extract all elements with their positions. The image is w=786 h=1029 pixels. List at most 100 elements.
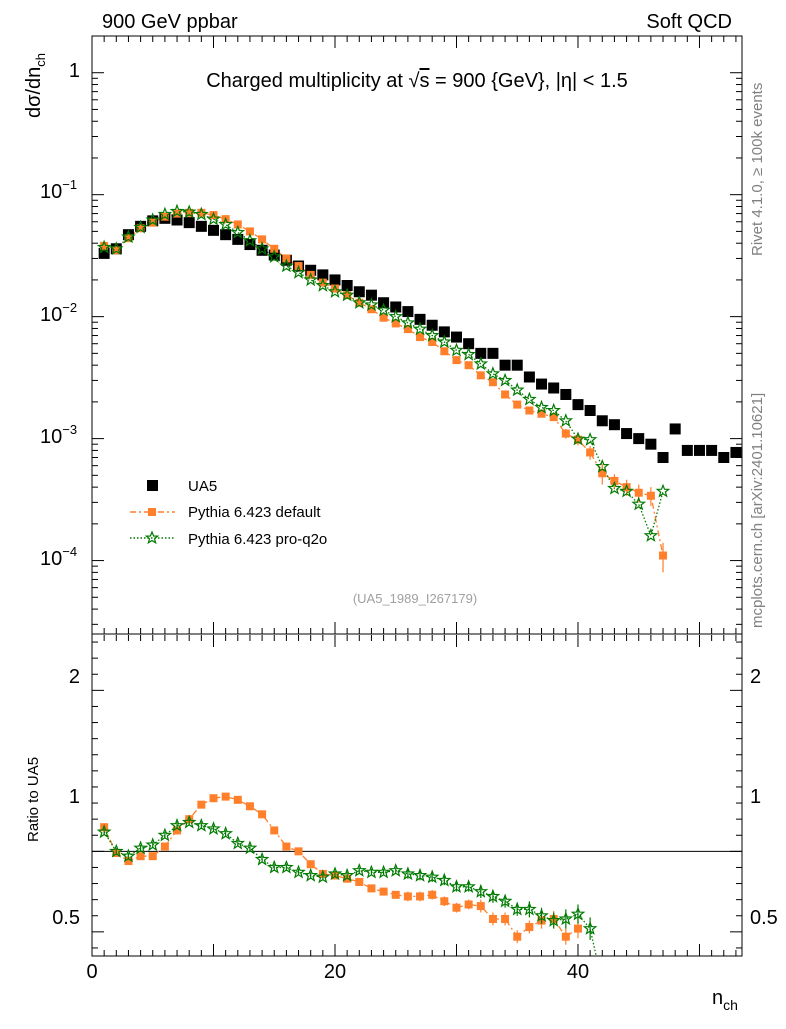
ratio-proq2o-point — [315, 869, 331, 884]
ratio-default-point — [148, 852, 157, 861]
proq2o-point — [108, 241, 124, 255]
ratio-proq2o-point — [279, 859, 294, 874]
legend: UA5 Pythia 6.423 default Pythia 6.423 pr… — [130, 478, 327, 548]
ratio-proq2o-line — [103, 821, 597, 957]
ratio-proq2o-point — [558, 911, 574, 926]
default-point — [355, 298, 364, 307]
proq2o-point — [339, 287, 355, 302]
y-tick-label-0.001: 10−3 — [40, 422, 77, 448]
proq2o-point — [558, 413, 574, 427]
ratio-proq2o-point — [497, 893, 513, 908]
ratio-proq2o-point — [181, 814, 197, 829]
ua5-point — [499, 359, 511, 371]
proq2o-point — [254, 241, 270, 255]
y-tick-label-0.0001: 10−4 — [40, 544, 77, 570]
default-point — [573, 435, 582, 444]
ratio-default-point — [209, 794, 218, 803]
ua5-point — [438, 326, 450, 338]
proq2o-point — [485, 366, 501, 380]
mcplots-label: mcplots.cern.ch [arXiv:2401.10621] — [749, 393, 766, 628]
proq2o-point — [193, 206, 209, 221]
ua5-point — [244, 239, 256, 251]
ratio-tick-label-0.5: 0.5 — [52, 907, 80, 929]
main-data-layer — [96, 203, 742, 573]
ua5-point — [220, 229, 232, 241]
ua5-point — [718, 451, 730, 463]
ua5-point — [98, 247, 110, 259]
proq2o-point — [461, 346, 476, 361]
ratio-default-point — [452, 903, 461, 912]
ratio-proq2o-point — [473, 883, 489, 898]
ua5-point — [232, 233, 244, 245]
default-point — [586, 448, 595, 457]
ua5-point — [256, 244, 268, 256]
ua5-point — [195, 220, 207, 232]
ua5-point — [353, 286, 365, 298]
default-point — [476, 371, 485, 380]
ratio-tick-label-2: 2 — [69, 666, 80, 688]
default-point — [403, 325, 412, 334]
default-point — [197, 208, 206, 217]
ratio-y-label: Ratio to UA5 — [25, 757, 42, 842]
default-point — [561, 429, 570, 438]
x-tick-label-40: 40 — [567, 961, 589, 983]
ratio-proq2o-point — [412, 867, 428, 882]
y-tick-label-1: 1 — [69, 60, 80, 82]
ratio-default-point — [282, 842, 291, 851]
ratio-default-point — [561, 932, 570, 941]
proq2o-point — [169, 203, 185, 218]
ua5-point — [523, 371, 535, 383]
ratio-default-point — [270, 826, 279, 835]
ratio-default-point — [403, 892, 412, 901]
header-left: 900 GeV ppbar — [102, 11, 238, 33]
default-point — [185, 208, 194, 217]
ratio-default-point — [233, 795, 242, 804]
ratio-proq2o-point — [266, 859, 282, 874]
proq2o-point — [607, 480, 622, 495]
rivet-label: Rivet 4.1.0, ≥ 100k events — [749, 83, 766, 256]
ratio-default-point — [525, 923, 534, 932]
proq2o-point — [594, 458, 610, 473]
proq2o-point — [145, 212, 161, 227]
ua5-point — [305, 264, 317, 276]
ratio-proq2o-point — [485, 888, 501, 903]
ratio-proq2o-point — [388, 862, 404, 877]
default-point — [634, 488, 643, 497]
y-tick-label-0.1: 10−1 — [40, 177, 77, 203]
ratio-default-point — [294, 847, 303, 856]
legend-marker-proq2o — [144, 530, 160, 545]
default-point — [501, 390, 510, 399]
default-point — [659, 551, 668, 560]
default-point — [367, 305, 376, 314]
ratio-proq2o-point — [339, 867, 355, 882]
default-point — [537, 409, 546, 418]
ua5-point — [487, 347, 499, 359]
default-point — [598, 469, 607, 478]
ratio-proq2o-point — [145, 837, 161, 852]
ratio-default-point — [488, 914, 497, 923]
default-point — [646, 491, 655, 500]
ua5-point — [317, 269, 329, 281]
default-point — [464, 361, 473, 370]
ratio-proq2o-point — [96, 824, 112, 839]
ratio-tick-label-2-right: 2 — [750, 666, 761, 688]
proq2o-point — [157, 206, 173, 221]
default-point — [330, 284, 339, 293]
proq2o-point — [497, 372, 513, 387]
axis-ticks — [91, 35, 742, 956]
ratio-proq2o-point — [327, 866, 343, 881]
ua5-point — [645, 438, 657, 450]
default-point — [513, 400, 522, 409]
default-point — [258, 235, 267, 244]
default-point — [452, 356, 461, 365]
ratio-default-point — [124, 857, 133, 866]
ratio-proq2o-point — [193, 817, 209, 832]
proq2o-point — [364, 297, 379, 312]
default-point — [245, 227, 254, 236]
ratio-default-point — [160, 842, 169, 851]
proq2o-point — [534, 399, 549, 414]
ratio-proq2o-point — [364, 864, 379, 879]
proq2o-point — [546, 402, 562, 417]
ua5-point — [511, 359, 523, 371]
